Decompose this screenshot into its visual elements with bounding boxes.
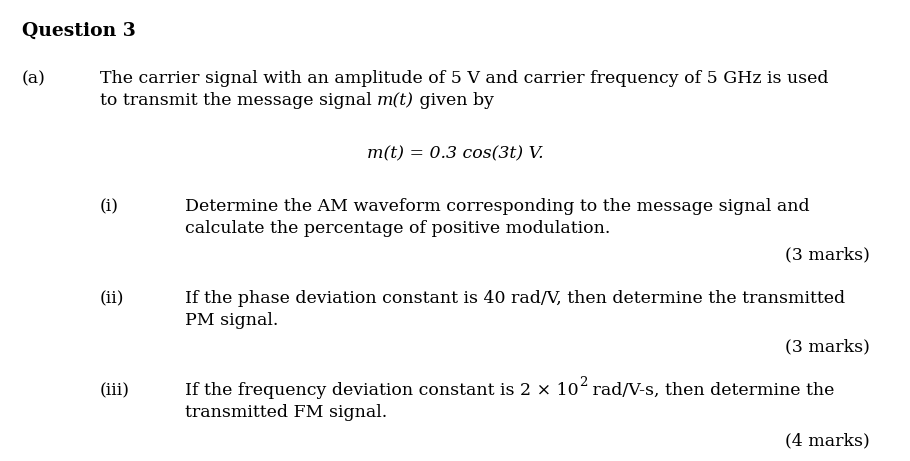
Text: rad/V-s, then determine the: rad/V-s, then determine the — [587, 382, 834, 399]
Text: If the phase deviation constant is 40 rad/V, then determine the transmitted: If the phase deviation constant is 40 ra… — [185, 290, 845, 307]
Text: (a): (a) — [22, 70, 46, 87]
Text: Determine the AM waveform corresponding to the message signal and: Determine the AM waveform corresponding … — [185, 198, 810, 215]
Text: Question 3: Question 3 — [22, 22, 136, 40]
Text: (3 marks): (3 marks) — [785, 246, 870, 263]
Text: (ii): (ii) — [100, 290, 125, 307]
Text: (4 marks): (4 marks) — [785, 432, 870, 449]
Text: The carrier signal with an amplitude of 5 V and carrier frequency of 5 GHz is us: The carrier signal with an amplitude of … — [100, 70, 828, 87]
Text: to transmit the message signal: to transmit the message signal — [100, 92, 378, 109]
Text: If the frequency deviation constant is 2 × 10: If the frequency deviation constant is 2… — [185, 382, 579, 399]
Text: calculate the percentage of positive modulation.: calculate the percentage of positive mod… — [185, 220, 611, 237]
Text: (i): (i) — [100, 198, 119, 215]
Text: transmitted FM signal.: transmitted FM signal. — [185, 404, 388, 421]
Text: m(t): m(t) — [378, 92, 414, 109]
Text: PM signal.: PM signal. — [185, 312, 278, 329]
Text: (3 marks): (3 marks) — [785, 338, 870, 355]
Text: m(t) = 0.3 cos(3t) V.: m(t) = 0.3 cos(3t) V. — [367, 145, 543, 162]
Text: (iii): (iii) — [100, 382, 130, 399]
Text: 2: 2 — [579, 376, 587, 389]
Text: given by: given by — [414, 92, 494, 109]
